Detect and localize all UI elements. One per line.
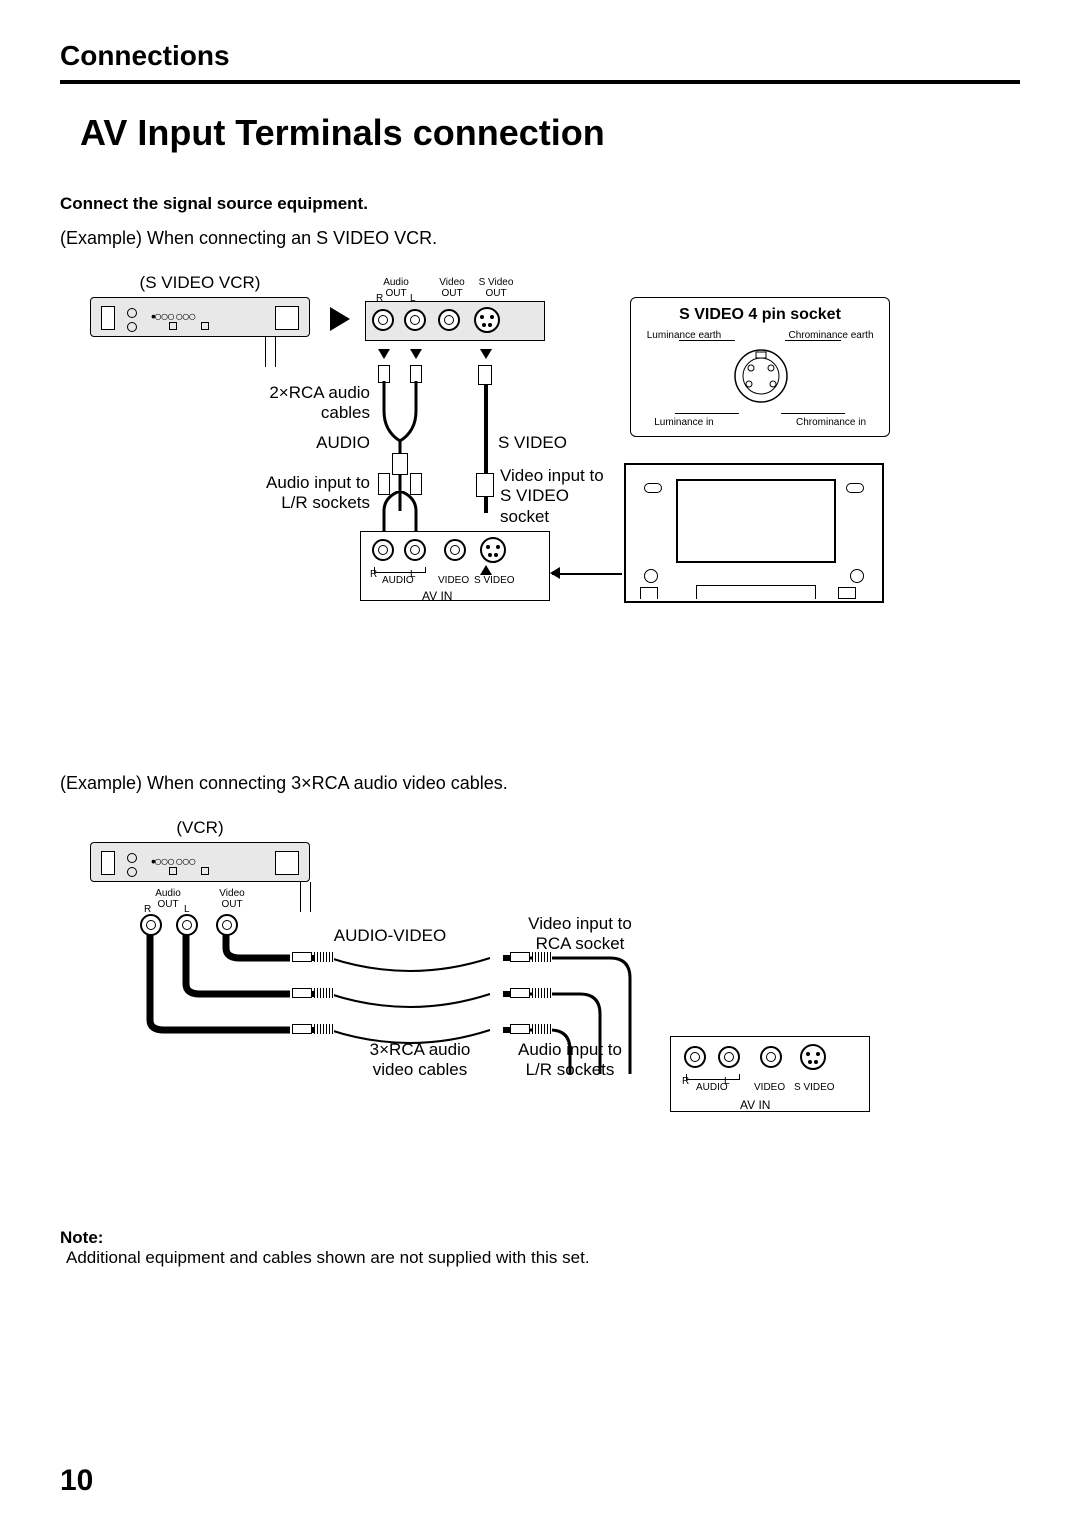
rca-jack-icon xyxy=(372,309,394,331)
av-in-label: AV IN xyxy=(422,589,452,603)
arrow-down-icon xyxy=(410,349,422,359)
panel2-video: VIDEO xyxy=(754,1082,785,1093)
vcr-body: •○○○ ○○○ xyxy=(90,297,310,337)
svideo-out-label: S Video OUT xyxy=(474,277,518,299)
plug-icon xyxy=(510,1024,530,1034)
note-heading: Note: xyxy=(60,1228,103,1247)
rca-jack-icon xyxy=(216,914,238,936)
plug-icon xyxy=(292,1024,312,1034)
divider xyxy=(60,80,1020,84)
rca-jack-icon xyxy=(760,1046,782,1068)
svideo-jack-icon xyxy=(800,1044,826,1070)
chrom-in: Chrominance in xyxy=(781,417,881,428)
panel-video: VIDEO xyxy=(438,575,469,586)
audio-input2: Audio input to L/R sockets xyxy=(500,1040,640,1081)
video-input-label: Video input to S VIDEO socket xyxy=(500,466,630,527)
panel-svideo: S VIDEO xyxy=(474,575,515,586)
video-input2: Video input to RCA socket xyxy=(510,914,650,955)
l-label: L xyxy=(410,293,416,304)
plug-icon xyxy=(478,365,492,385)
av-label: AUDIO-VIDEO xyxy=(310,926,470,946)
note-body: Additional equipment and cables shown ar… xyxy=(66,1248,590,1267)
rca-jack-icon xyxy=(404,539,426,561)
plug-barrel xyxy=(314,988,334,998)
plug-icon xyxy=(476,473,494,497)
plug-icon xyxy=(510,988,530,998)
socket-pin-icon xyxy=(727,342,795,410)
plug-barrel xyxy=(314,952,334,962)
cable-split-icon xyxy=(360,491,440,531)
plug-icon xyxy=(292,988,312,998)
example2-text: (Example) When connecting 3×RCA audio vi… xyxy=(60,773,1020,794)
rca-jack-icon xyxy=(140,914,162,936)
rca-jack-icon xyxy=(718,1046,740,1068)
vcr2-body: •○○○ ○○○ xyxy=(90,842,310,882)
panel2-svideo: S VIDEO xyxy=(794,1082,835,1093)
socket-title: S VIDEO 4 pin socket xyxy=(631,306,889,324)
instruction-bold: Connect the signal source equipment. xyxy=(60,194,1020,214)
diagram-1: (S VIDEO VCR) •○○○ ○○○ Audio OUT R L Vid… xyxy=(60,273,1020,693)
plug-icon xyxy=(392,453,408,475)
rca-cables-label: 2×RCA audio cables xyxy=(230,383,370,424)
arrow-down-icon xyxy=(480,349,492,359)
audio-input-label: Audio input to L/R sockets xyxy=(235,473,370,514)
audio-label: AUDIO xyxy=(300,433,370,453)
arrow-up-icon xyxy=(480,565,492,575)
video-out2: Video OUT xyxy=(212,888,252,910)
plug-barrel xyxy=(314,1024,334,1034)
socket-box: S VIDEO 4 pin socket Luminance earth Chr… xyxy=(630,297,890,437)
lum-in: Luminance in xyxy=(639,417,729,428)
rca-jack-icon xyxy=(372,539,394,561)
svideo-jack-icon xyxy=(480,537,506,563)
rca-jack-icon xyxy=(404,309,426,331)
arrow-right-icon xyxy=(330,307,350,331)
example1-text: (Example) When connecting an S VIDEO VCR… xyxy=(60,228,1020,249)
vcr-label: (S VIDEO VCR) xyxy=(120,273,280,293)
rca-jack-icon xyxy=(684,1046,706,1068)
svideo-jack-icon xyxy=(474,307,500,333)
plug-icon xyxy=(292,952,312,962)
rca-cables2: 3×RCA audio video cables xyxy=(350,1040,490,1081)
page-title: AV Input Terminals connection xyxy=(80,112,1020,154)
rca-jack-icon xyxy=(176,914,198,936)
connector-line xyxy=(552,573,622,575)
svideo-label: S VIDEO xyxy=(498,433,588,453)
vcr2-label: (VCR) xyxy=(160,818,240,838)
rca-jack-icon xyxy=(438,309,460,331)
av-in2: AV IN xyxy=(740,1098,770,1112)
tv-back xyxy=(624,463,884,603)
diagram-2: (VCR) •○○○ ○○○ Audio OUT R L Video OUT xyxy=(60,818,1020,1198)
plug-barrel xyxy=(532,988,552,998)
plug-barrel xyxy=(532,1024,552,1034)
r-label: R xyxy=(376,293,383,304)
video-out-label: Video OUT xyxy=(432,277,472,299)
arrow-left-icon xyxy=(550,567,560,579)
arrow-down-icon xyxy=(378,349,390,359)
rca-jack-icon xyxy=(444,539,466,561)
panel-audio: AUDIO xyxy=(382,575,414,586)
page-number: 10 xyxy=(60,1464,93,1498)
panel2-audio: AUDIO xyxy=(696,1082,728,1093)
section-header: Connections xyxy=(60,40,1020,72)
audio-out2: Audio OUT xyxy=(148,888,188,910)
